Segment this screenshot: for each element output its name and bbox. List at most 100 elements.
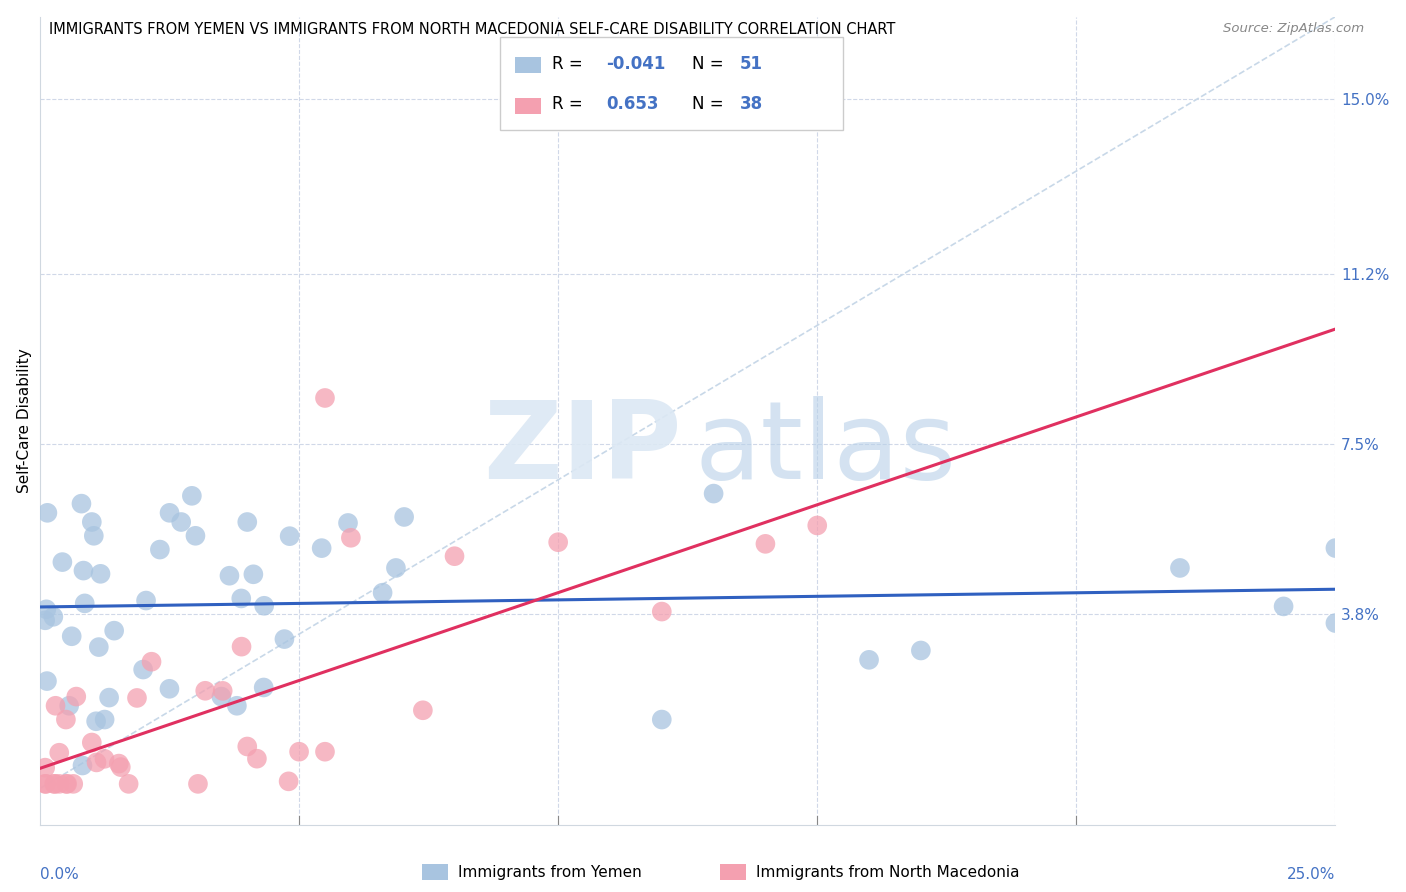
Point <box>211 684 233 698</box>
Point <box>93 752 115 766</box>
Point <box>62 777 84 791</box>
Point <box>37 506 59 520</box>
Point <box>337 516 360 530</box>
Point <box>48 777 70 791</box>
Point <box>159 506 181 520</box>
FancyBboxPatch shape <box>516 57 541 73</box>
Text: 38: 38 <box>740 95 762 113</box>
Point <box>98 690 121 705</box>
Point <box>44 777 66 791</box>
Point <box>70 497 93 511</box>
Point <box>340 531 363 545</box>
Point <box>117 777 139 791</box>
Point <box>1324 541 1347 555</box>
Text: Immigrants from North Macedonia: Immigrants from North Macedonia <box>756 864 1019 880</box>
Point <box>35 602 58 616</box>
Point <box>34 777 56 791</box>
FancyBboxPatch shape <box>501 37 844 130</box>
Point <box>703 486 725 500</box>
Point <box>443 549 465 564</box>
Point <box>910 643 932 657</box>
Text: R =: R = <box>551 95 588 113</box>
Point <box>60 629 83 643</box>
FancyBboxPatch shape <box>422 864 449 880</box>
Point <box>187 777 209 791</box>
Point <box>1324 616 1347 631</box>
Point <box>87 640 110 654</box>
Point <box>754 537 776 551</box>
Point <box>73 596 96 610</box>
Point <box>273 632 295 646</box>
Point <box>72 564 94 578</box>
Point <box>242 567 264 582</box>
Point <box>253 681 276 695</box>
Text: -0.041: -0.041 <box>606 54 665 72</box>
Text: N =: N = <box>692 54 728 72</box>
Point <box>385 561 408 575</box>
Point <box>83 529 105 543</box>
Text: N =: N = <box>692 95 728 113</box>
Point <box>412 703 434 717</box>
Point <box>159 681 181 696</box>
Text: Immigrants from Yemen: Immigrants from Yemen <box>458 864 643 880</box>
Point <box>371 585 394 599</box>
Point <box>80 515 103 529</box>
Point <box>89 566 111 581</box>
Point <box>180 489 202 503</box>
Point <box>34 613 56 627</box>
Point <box>35 777 58 791</box>
Point <box>110 760 132 774</box>
Point <box>225 698 247 713</box>
Point <box>278 529 301 543</box>
Point <box>65 690 87 704</box>
Point <box>84 714 107 729</box>
Point <box>547 535 569 549</box>
Point <box>42 609 65 624</box>
Point <box>184 529 207 543</box>
Text: atlas: atlas <box>695 396 956 502</box>
Point <box>858 653 880 667</box>
Point <box>48 746 70 760</box>
Point <box>314 745 336 759</box>
Point <box>311 541 333 555</box>
Point <box>218 568 240 582</box>
Point <box>141 655 163 669</box>
Text: ZIP: ZIP <box>482 396 682 502</box>
Text: 0.653: 0.653 <box>606 95 658 113</box>
Point <box>34 761 56 775</box>
Point <box>209 690 232 704</box>
Point <box>236 739 259 754</box>
Point <box>103 624 125 638</box>
Point <box>314 391 336 405</box>
Point <box>246 752 269 766</box>
Point <box>132 663 155 677</box>
Point <box>56 777 79 791</box>
Point <box>806 518 828 533</box>
Point <box>236 515 259 529</box>
Text: R =: R = <box>551 54 588 72</box>
Point <box>231 640 253 654</box>
Point <box>651 713 673 727</box>
Point <box>149 542 172 557</box>
Point <box>277 774 299 789</box>
Point <box>1272 599 1295 614</box>
Point <box>86 756 108 770</box>
Point <box>80 735 103 749</box>
Point <box>108 756 131 771</box>
Point <box>135 593 157 607</box>
Text: 51: 51 <box>740 54 762 72</box>
Point <box>231 591 253 606</box>
Y-axis label: Self-Care Disability: Self-Care Disability <box>17 349 32 493</box>
Point <box>58 698 80 713</box>
Point <box>651 605 673 619</box>
FancyBboxPatch shape <box>516 97 541 113</box>
Point <box>55 777 77 791</box>
Point <box>72 758 94 772</box>
Text: 0.0%: 0.0% <box>39 866 79 881</box>
Point <box>93 713 115 727</box>
Point <box>44 777 66 791</box>
FancyBboxPatch shape <box>720 864 747 880</box>
Point <box>35 674 58 689</box>
Point <box>253 599 276 613</box>
Point <box>55 713 77 727</box>
